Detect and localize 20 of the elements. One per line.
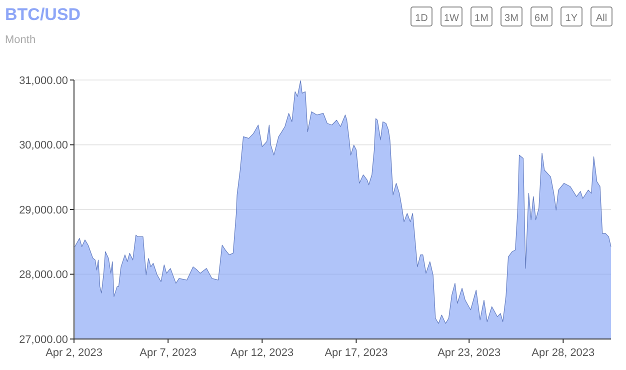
chart-title: BTC/USD [5,5,81,24]
range-button: 1W [440,6,462,26]
y-tick-label: 29,000.00 [19,204,68,216]
y-tick-label: 28,000.00 [19,269,68,282]
y-tick-label: 31,000.00 [19,74,68,87]
range-button: 1M [470,6,492,26]
x-tick-label: Apr 23, 2023 [438,347,501,359]
x-tick-label: Apr 2, 2023 [46,347,102,359]
x-tick-label: Apr 12, 2023 [230,347,294,359]
x-tick-label: Apr 28, 2023 [532,347,595,359]
range-button: 6M [530,6,552,26]
x-tick-label: Apr 7, 2023 [140,347,197,359]
range-button: 3M [500,6,522,26]
y-tick-label: 30,000.00 [19,140,68,152]
x-tick-label: Apr 17, 2023 [324,347,388,359]
y-tick-label: 27,000.00 [19,334,68,346]
range-button: 1Y [560,6,582,26]
range-button: 1D [410,6,432,26]
range-button: All [590,6,612,26]
chart-subtitle: Month [5,34,36,46]
